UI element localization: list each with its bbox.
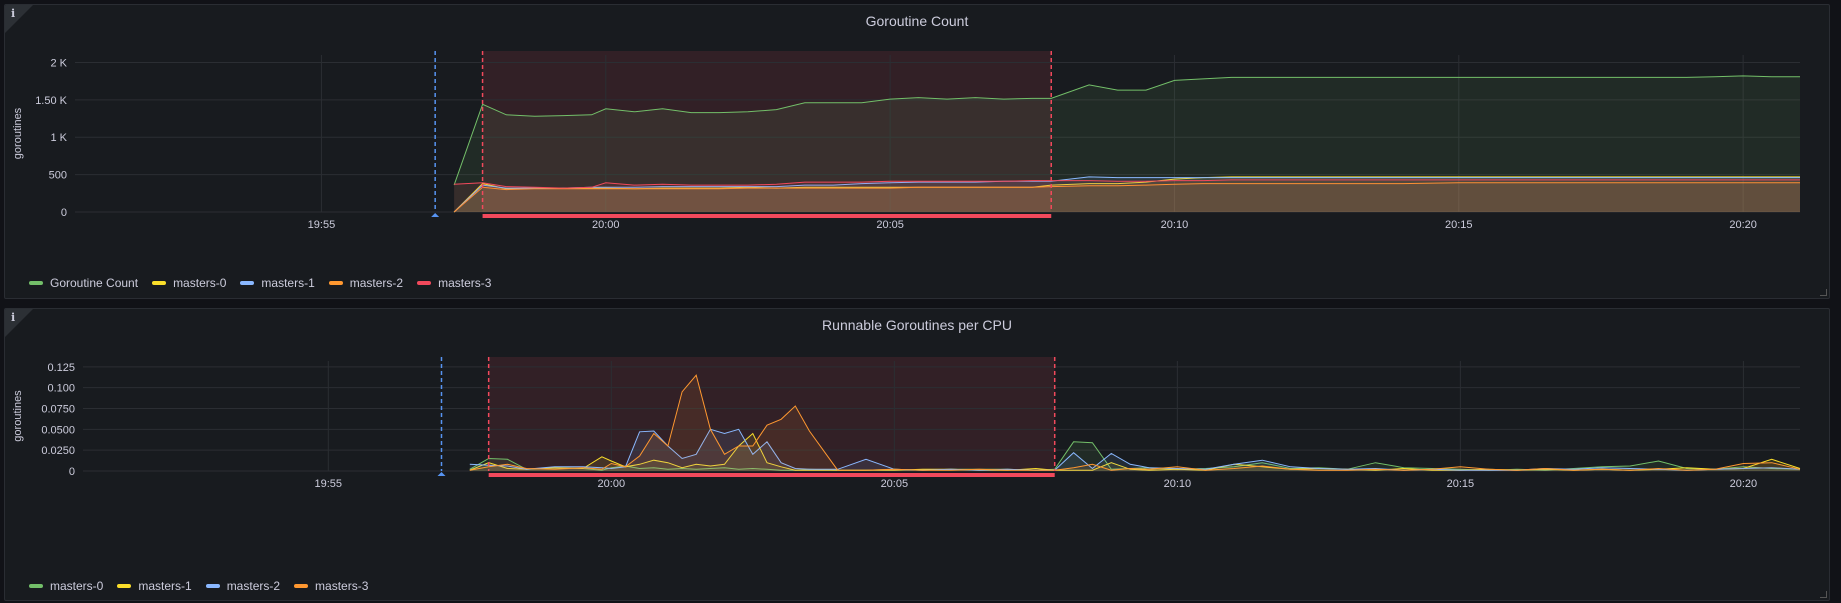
x-tick-label: 20:20 bbox=[1729, 219, 1757, 231]
legend-item-goroutine-count[interactable]: Goroutine Count bbox=[29, 276, 138, 290]
x-tick-label: 20:15 bbox=[1445, 219, 1473, 231]
y-tick-label: 0.100 bbox=[47, 383, 75, 395]
legend-swatch bbox=[29, 584, 43, 588]
runnable-goroutines-chart: 0 0.0250 0.0500 0.0750 0.100 0.125 19:55 20:00 2… bbox=[12, 357, 1801, 490]
info-icon[interactable]: i bbox=[11, 7, 16, 20]
x-tick-label: 19:55 bbox=[315, 478, 343, 490]
legend-item-masters-2[interactable]: masters-2 bbox=[205, 579, 281, 593]
x-tick-label: 19:55 bbox=[308, 219, 336, 231]
legend-label: Goroutine Count bbox=[50, 276, 139, 290]
y-axis-label: goroutines bbox=[12, 107, 24, 159]
legend-swatch bbox=[294, 584, 309, 588]
legend-item-masters-1[interactable]: masters-1 bbox=[117, 579, 192, 593]
legend-label: masters-2 bbox=[349, 276, 404, 290]
x-tick-label: 20:10 bbox=[1164, 478, 1192, 490]
legend-item-masters-0[interactable]: masters-0 bbox=[152, 276, 226, 290]
legend-swatch bbox=[240, 281, 255, 285]
x-tick-label: 20:00 bbox=[598, 478, 626, 490]
annotation-region bbox=[482, 51, 1052, 212]
legend-label: masters-0 bbox=[173, 276, 227, 290]
series-line-goroutine-count bbox=[453, 75, 1800, 186]
legend-swatch bbox=[205, 584, 220, 588]
legend-item-masters-3[interactable]: masters-3 bbox=[294, 579, 368, 593]
legend-swatch bbox=[152, 281, 167, 285]
legend-swatch bbox=[117, 584, 132, 588]
annotation-point-marker bbox=[431, 213, 440, 217]
y-tick-label: 1.50 K bbox=[35, 95, 67, 107]
runnable-goroutines-panel: i Runnable Goroutines per CPU 0 0.0250 0.0… bbox=[4, 308, 1830, 601]
goroutine-count-chart: 0 500 1 K 1.50 K 2 K 19:55 20:00 20:05 20:10 20:1… bbox=[12, 51, 1801, 231]
y-tick-label: 2 K bbox=[50, 57, 67, 69]
y-axis-label: goroutines bbox=[12, 390, 24, 442]
series-area-masters-0 bbox=[469, 441, 1800, 471]
panel-info-corner[interactable] bbox=[5, 5, 33, 33]
x-tick-label: 20:15 bbox=[1447, 478, 1475, 490]
series-line-masters-2 bbox=[453, 182, 1800, 213]
x-tick-label: 20:00 bbox=[592, 219, 620, 231]
y-tick-label: 0 bbox=[61, 207, 67, 219]
x-tick-label: 20:20 bbox=[1730, 478, 1758, 490]
legend-item-masters-3[interactable]: masters-3 bbox=[417, 276, 491, 290]
legend-label: masters-3 bbox=[438, 276, 492, 290]
legend-swatch bbox=[328, 281, 343, 285]
legend-label: masters-1 bbox=[261, 276, 315, 290]
panel-title[interactable]: Goroutine Count bbox=[865, 13, 969, 29]
annotation-region-marker bbox=[482, 214, 1052, 218]
y-tick-label: 500 bbox=[49, 170, 67, 182]
legend-item-masters-0[interactable]: masters-0 bbox=[29, 579, 103, 593]
y-tick-label: 0 bbox=[69, 466, 75, 478]
legend-label: masters-2 bbox=[226, 579, 281, 593]
legend-label: masters-3 bbox=[315, 579, 369, 593]
legend-item-masters-2[interactable]: masters-2 bbox=[328, 276, 404, 290]
y-tick-label: 0.0750 bbox=[41, 404, 75, 416]
series-area-masters-0 bbox=[454, 176, 1801, 212]
annotation-region-marker bbox=[488, 473, 1055, 477]
x-tick-label: 20:10 bbox=[1161, 219, 1189, 231]
legend-label: masters-0 bbox=[50, 579, 104, 593]
series-area-masters-2 bbox=[454, 182, 1801, 212]
series-area-masters-2 bbox=[469, 429, 1800, 471]
legend: Goroutine Count masters-0 masters-1 mast… bbox=[29, 276, 491, 290]
legend-swatch bbox=[417, 281, 432, 285]
resize-handle[interactable] bbox=[1820, 591, 1827, 598]
legend-swatch bbox=[29, 281, 43, 285]
series-area-masters-3 bbox=[469, 375, 1800, 471]
panel-info-corner[interactable] bbox=[5, 309, 33, 337]
y-tick-label: 1 K bbox=[50, 132, 67, 144]
legend: masters-0 masters-1 masters-2 masters-3 bbox=[29, 579, 368, 593]
series-area-masters-1 bbox=[469, 433, 1800, 471]
legend-label: masters-1 bbox=[138, 579, 192, 593]
resize-handle[interactable] bbox=[1820, 289, 1827, 296]
series-area-masters-3 bbox=[454, 179, 1801, 212]
goroutine-count-panel: i Goroutine Count 0 500 1 K 1.50 K 2 K 19:55 2… bbox=[4, 4, 1830, 299]
series-area-masters-1 bbox=[454, 176, 1801, 212]
annotation-region bbox=[488, 357, 1055, 471]
panel-title[interactable]: Runnable Goroutines per CPU bbox=[822, 317, 1012, 333]
y-tick-label: 0.125 bbox=[47, 362, 75, 374]
legend-item-masters-1[interactable]: masters-1 bbox=[240, 276, 315, 290]
y-tick-label: 0.0250 bbox=[41, 445, 75, 457]
y-tick-label: 0.0500 bbox=[41, 424, 75, 436]
annotation-point-marker bbox=[437, 472, 446, 476]
x-tick-label: 20:05 bbox=[876, 219, 904, 231]
info-icon[interactable]: i bbox=[11, 311, 16, 324]
x-tick-label: 20:05 bbox=[881, 478, 909, 490]
series-line-masters-3 bbox=[454, 179, 1800, 189]
series-line-masters-3 bbox=[469, 374, 1801, 471]
